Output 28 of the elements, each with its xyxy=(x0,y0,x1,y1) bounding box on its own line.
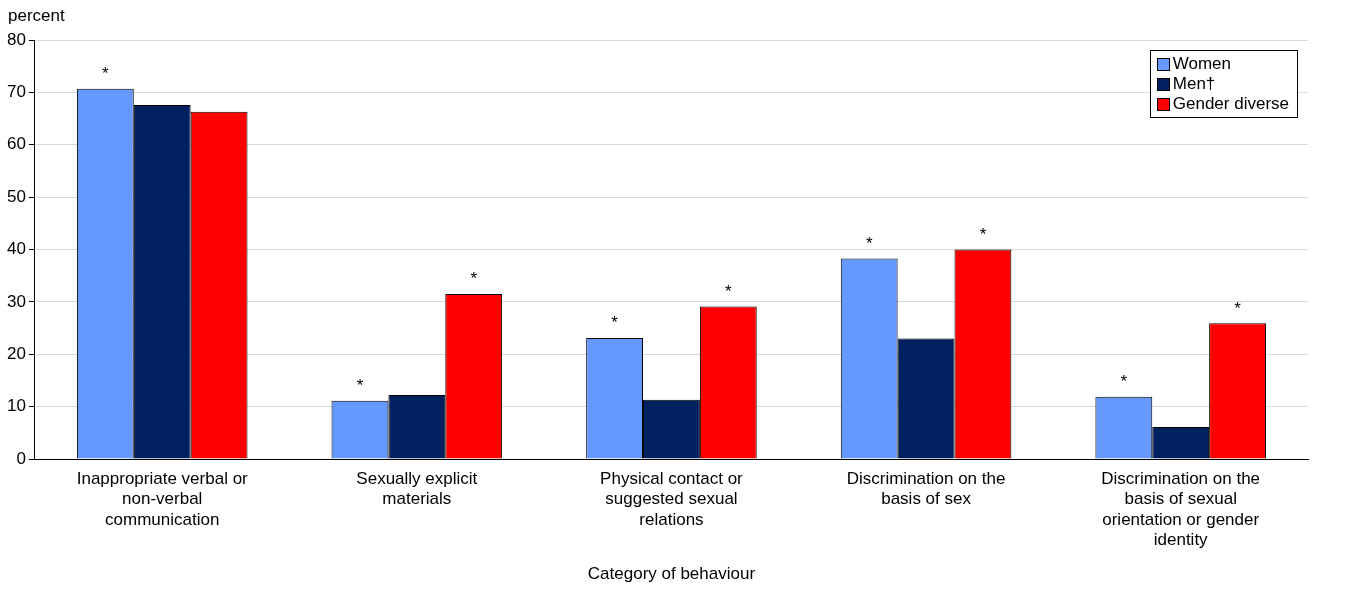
legend-label: Gender diverse xyxy=(1172,94,1289,114)
y-tick-label: 10 xyxy=(6,396,26,416)
y-tick-label: 30 xyxy=(6,291,26,311)
data-label: * xyxy=(979,224,987,244)
legend-label: Men† xyxy=(1172,74,1216,94)
y-axis-title: percent xyxy=(8,6,65,26)
data-label: * xyxy=(356,376,364,396)
y-tick-label: 20 xyxy=(6,343,26,363)
y-tick-label: 50 xyxy=(6,186,26,206)
x-axis-title: Category of behaviour xyxy=(587,564,756,584)
x-tick-label: Physical contact or suggested sexual relations xyxy=(600,468,744,529)
data-label: * xyxy=(470,269,478,289)
y-tick-label: 60 xyxy=(6,134,26,154)
x-tick-label: Sexually explicit materials xyxy=(356,468,478,509)
y-tick-label: 70 xyxy=(6,82,26,102)
x-tick-label: Inappropriate verbal or non-verbal communication xyxy=(76,468,249,529)
y-tick-label: 80 xyxy=(6,29,26,49)
legend-label: Women xyxy=(1172,54,1232,74)
data-label: * xyxy=(102,63,110,83)
y-tick-label: 0 xyxy=(16,448,26,468)
data-label: * xyxy=(611,313,619,333)
data-label: * xyxy=(1120,371,1128,391)
y-tick-label: 40 xyxy=(6,239,26,259)
x-tick-label: Discrimination on the basis of sex xyxy=(846,468,1006,509)
x-tick-label: Discrimination on the basis of sexual orientation or gender identity xyxy=(1101,468,1261,550)
data-label: * xyxy=(1234,298,1242,318)
data-label: * xyxy=(725,281,733,301)
data-label: * xyxy=(865,233,873,253)
